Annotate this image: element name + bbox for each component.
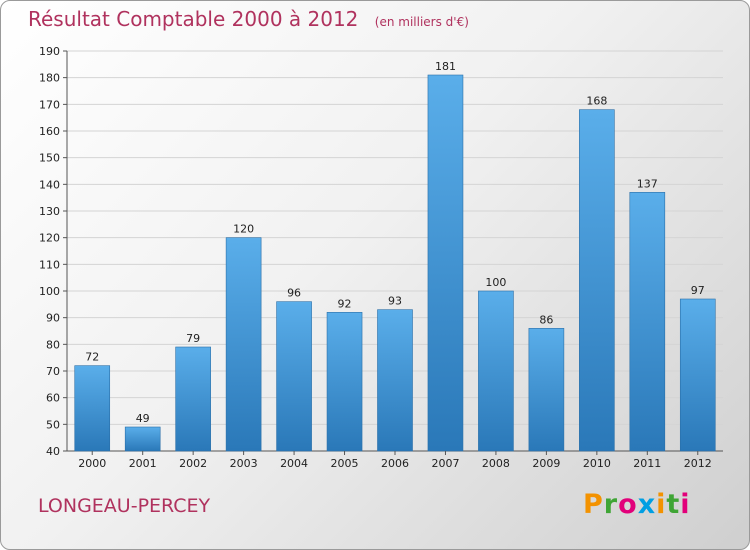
- bar-value-label: 181: [435, 60, 456, 73]
- y-tick-label: 190: [39, 45, 60, 58]
- bar-value-label: 120: [233, 223, 254, 236]
- logo-letter: r: [603, 489, 619, 520]
- bar: [74, 365, 111, 452]
- bar: [276, 301, 312, 452]
- bar: [124, 426, 161, 452]
- bar: [225, 237, 262, 452]
- bar-value-label: 92: [338, 297, 352, 310]
- logo-letter: i: [680, 489, 691, 520]
- commune-name: LONGEAU-PERCEY: [38, 495, 211, 517]
- x-tick-label: 2003: [230, 457, 258, 470]
- logo-letter: o: [618, 489, 638, 520]
- bar-value-label: 137: [637, 177, 658, 190]
- bar: [528, 328, 565, 452]
- x-tick-label: 2012: [684, 457, 712, 470]
- bar-value-label: 97: [691, 284, 705, 297]
- y-tick-label: 150: [39, 152, 60, 165]
- y-tick-label: 90: [46, 312, 60, 325]
- y-tick-label: 170: [39, 98, 60, 111]
- bar-value-label: 100: [485, 276, 506, 289]
- title-unit: (en milliers d'€): [374, 15, 469, 29]
- x-tick-label: 2001: [129, 457, 157, 470]
- bar-value-label: 49: [136, 412, 150, 425]
- y-tick-label: 100: [39, 285, 60, 298]
- title-text: Résultat Comptable 2000 à 2012: [28, 7, 359, 31]
- bar: [579, 109, 615, 452]
- bar: [377, 309, 413, 452]
- bar: [326, 312, 363, 452]
- x-tick-label: 2009: [532, 457, 560, 470]
- x-tick-label: 2000: [78, 457, 106, 470]
- x-tick-label: 2007: [431, 457, 459, 470]
- bar-value-label: 79: [186, 332, 200, 345]
- logo-letter: t: [666, 489, 681, 520]
- y-tick-label: 80: [46, 338, 60, 351]
- x-tick-label: 2011: [633, 457, 661, 470]
- bar: [478, 290, 514, 452]
- proxiti-logo: Proxiti: [583, 489, 691, 520]
- bar-value-label: 86: [539, 313, 553, 326]
- bar-value-label: 93: [388, 295, 402, 308]
- x-tick-label: 2008: [482, 457, 510, 470]
- bar-value-label: 96: [287, 287, 301, 300]
- y-tick-label: 180: [39, 72, 60, 85]
- chart-title: Résultat Comptable 2000 à 2012 (en milli…: [28, 7, 469, 31]
- x-tick-label: 2002: [179, 457, 207, 470]
- x-tick-label: 2005: [331, 457, 359, 470]
- logo-letter: i: [656, 489, 667, 520]
- y-tick-label: 60: [46, 392, 60, 405]
- logo-letter: x: [637, 489, 657, 520]
- y-tick-label: 50: [46, 418, 60, 431]
- bar-value-label: 72: [85, 351, 99, 364]
- x-tick-label: 2010: [583, 457, 611, 470]
- y-tick-label: 110: [39, 258, 60, 271]
- logo-letter: P: [583, 489, 604, 520]
- y-tick-label: 140: [39, 178, 60, 191]
- x-tick-label: 2006: [381, 457, 409, 470]
- bar: [427, 74, 464, 452]
- bar: [629, 192, 666, 452]
- y-tick-label: 40: [46, 445, 60, 458]
- bar-value-label: 168: [586, 95, 607, 108]
- x-tick-label: 2004: [280, 457, 308, 470]
- y-tick-label: 70: [46, 365, 60, 378]
- bar: [175, 346, 211, 452]
- y-tick-label: 120: [39, 232, 60, 245]
- bar: [679, 298, 716, 452]
- y-tick-label: 160: [39, 125, 60, 138]
- y-tick-label: 130: [39, 205, 60, 218]
